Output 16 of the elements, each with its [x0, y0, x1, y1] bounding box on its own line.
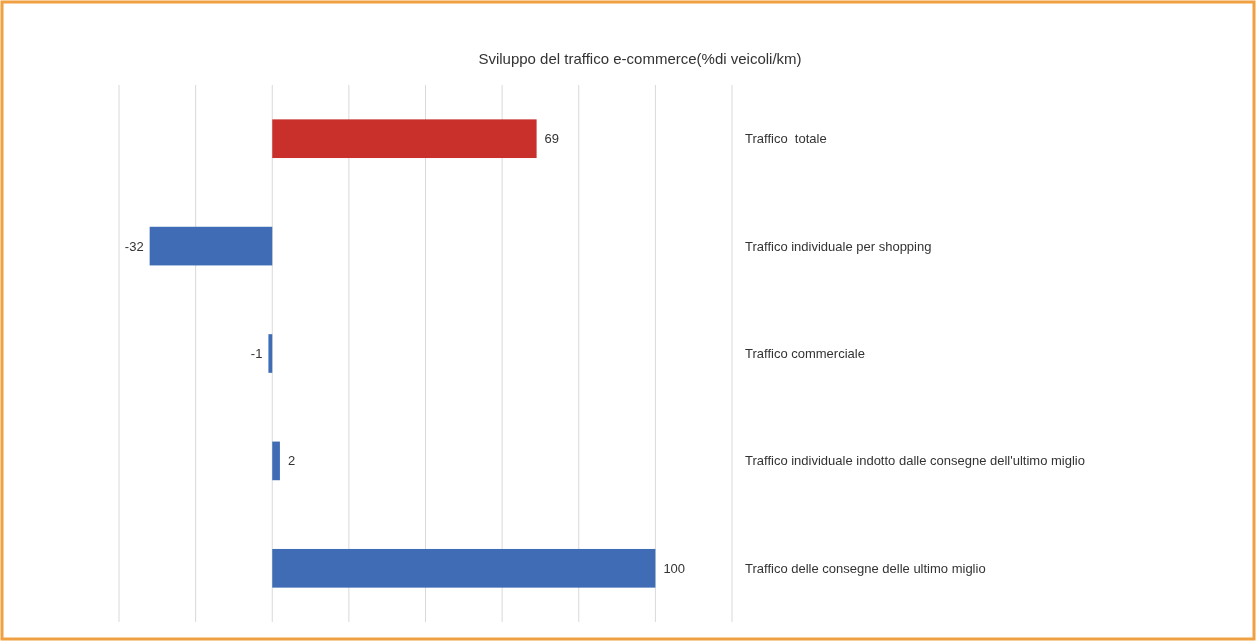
data-label: -1	[250, 346, 263, 362]
chart-title: Sviluppo del traffico e-commerce(%di veicoli/km)	[478, 50, 802, 67]
y-tick-label: Traffico totale	[745, 131, 827, 147]
y-tick-label: Traffico individuale indotto dalle consegne dell'ultimo miglio	[745, 453, 1085, 469]
data-label: -32	[124, 238, 144, 254]
data-label: 2	[287, 453, 296, 469]
y-tick-label: Traffico individuale per shopping	[745, 238, 932, 254]
y-tick-label: Traffico delle consegne delle ultimo miglio	[745, 560, 986, 576]
bar	[268, 334, 273, 373]
data-label: 100	[663, 560, 686, 576]
bar	[149, 226, 273, 266]
data-label: 69	[544, 131, 560, 147]
bar	[272, 119, 537, 159]
bar	[272, 548, 656, 588]
bar	[272, 441, 280, 481]
y-tick-label: Traffico commerciale	[745, 346, 865, 362]
